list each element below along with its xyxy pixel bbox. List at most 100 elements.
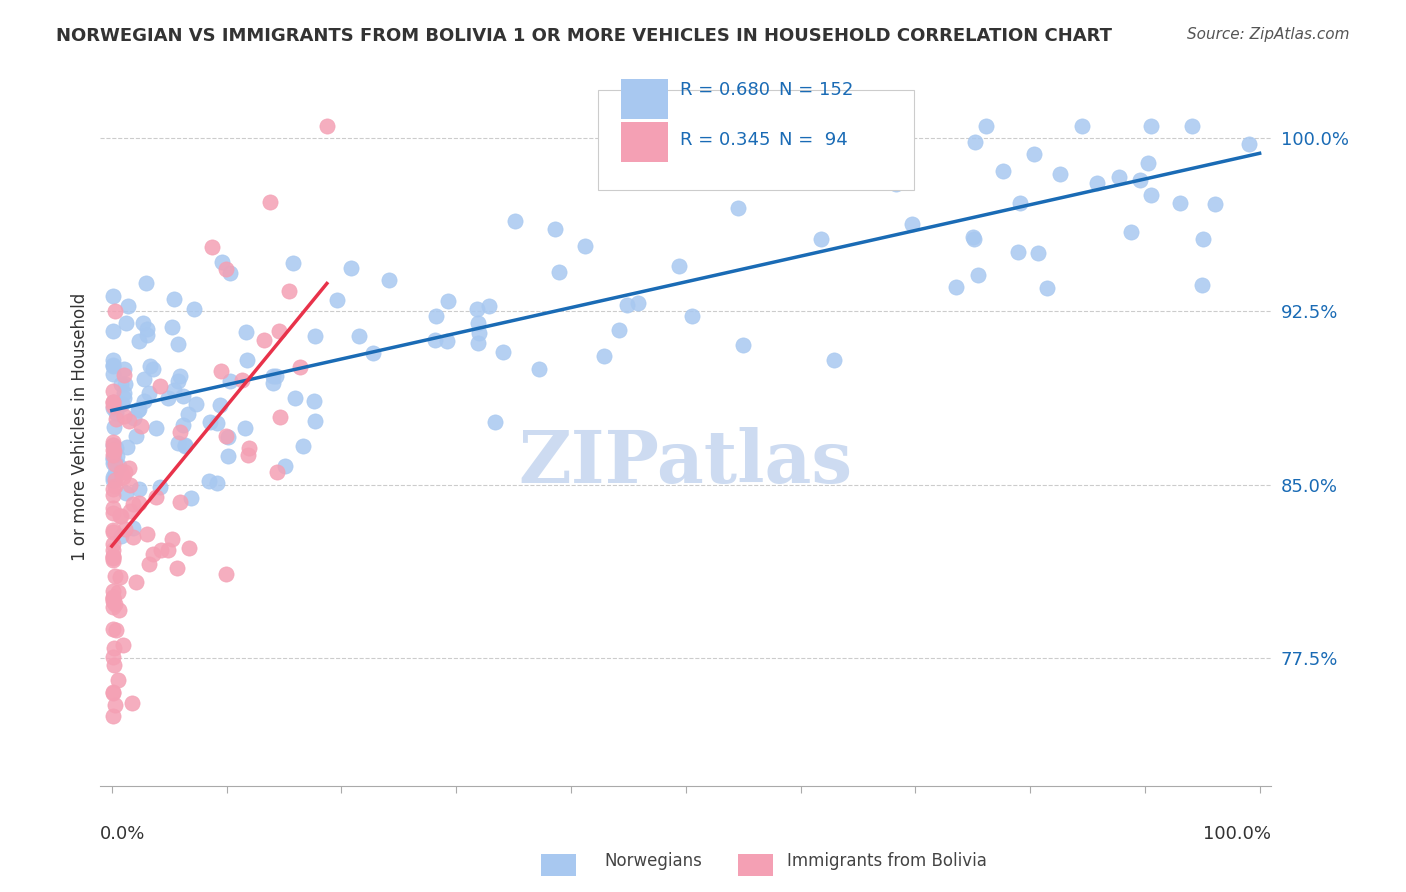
Point (574, 238, 596, 252)
Point (627, 295, 650, 310)
Text: N =  94: N = 94 (779, 131, 848, 149)
Point (128, 495, 150, 509)
Point (315, 120, 337, 134)
Point (115, 317, 138, 331)
Text: N = 152: N = 152 (779, 81, 853, 99)
Point (128, 334, 150, 348)
Point (110, 465, 132, 479)
Bar (621, 79, 668, 119)
Point (810, 232, 832, 246)
Point (118, 460, 141, 475)
Point (101, 289, 124, 303)
Point (121, 498, 143, 512)
Point (727, 201, 749, 215)
Point (103, 473, 125, 487)
Point (873, 120, 896, 134)
Point (967, 268, 990, 283)
Point (101, 685, 124, 699)
Point (110, 529, 132, 543)
Point (101, 384, 124, 399)
Point (267, 324, 290, 338)
Point (468, 326, 491, 340)
Point (269, 410, 291, 425)
Point (107, 585, 129, 599)
Point (101, 324, 124, 338)
Point (281, 256, 304, 270)
Point (1119, 225, 1142, 239)
Point (174, 439, 197, 453)
Point (103, 394, 125, 409)
Point (198, 474, 221, 488)
Point (467, 335, 489, 350)
Point (142, 548, 165, 562)
Point (527, 362, 550, 376)
Point (1192, 232, 1215, 246)
Point (101, 448, 124, 462)
Point (104, 466, 127, 480)
Point (104, 441, 127, 455)
Text: Norwegians: Norwegians (605, 852, 703, 870)
Point (1168, 196, 1191, 211)
Point (101, 394, 124, 409)
Point (238, 449, 260, 463)
Point (103, 451, 125, 466)
Point (214, 567, 236, 582)
Point (104, 304, 127, 318)
Point (437, 293, 460, 308)
Point (262, 376, 284, 390)
Point (176, 407, 198, 421)
Point (825, 138, 848, 153)
Point (121, 696, 143, 710)
Point (101, 353, 124, 368)
Point (150, 542, 173, 557)
Point (478, 299, 501, 313)
Point (101, 470, 124, 484)
Point (1191, 277, 1213, 292)
Bar (621, 122, 668, 161)
Point (277, 284, 299, 298)
Text: R = 0.345: R = 0.345 (681, 131, 770, 149)
Point (121, 521, 143, 535)
Point (166, 337, 188, 351)
Text: 0.0%: 0.0% (100, 825, 146, 843)
Point (1204, 197, 1226, 211)
Y-axis label: 1 or more Vehicles in Household: 1 or more Vehicles in Household (72, 293, 89, 561)
Point (1022, 146, 1045, 161)
Point (103, 640, 125, 655)
Text: 100.0%: 100.0% (1204, 825, 1271, 843)
Point (198, 415, 221, 429)
Bar (738, 854, 773, 876)
Point (101, 399, 124, 413)
Point (167, 436, 190, 450)
Point (105, 449, 128, 463)
Point (112, 386, 135, 401)
Point (104, 698, 127, 713)
Point (991, 164, 1014, 178)
Point (962, 230, 984, 244)
Point (945, 280, 967, 294)
Point (325, 293, 347, 307)
Point (205, 417, 228, 431)
Point (101, 709, 124, 723)
Point (101, 367, 124, 381)
Point (138, 386, 160, 401)
Point (233, 421, 256, 435)
Point (965, 135, 987, 149)
Point (149, 481, 172, 495)
Point (127, 403, 149, 417)
Point (668, 260, 690, 274)
Point (209, 398, 232, 412)
Point (101, 395, 124, 409)
Point (115, 486, 138, 500)
Text: ZIPatlas: ZIPatlas (519, 427, 853, 499)
Point (101, 437, 124, 451)
Point (1010, 196, 1032, 211)
Point (104, 569, 127, 583)
Point (108, 569, 131, 583)
Point (436, 334, 458, 348)
Point (107, 673, 129, 688)
Point (340, 260, 363, 275)
Point (135, 322, 157, 336)
Point (110, 508, 132, 523)
Point (111, 469, 134, 483)
